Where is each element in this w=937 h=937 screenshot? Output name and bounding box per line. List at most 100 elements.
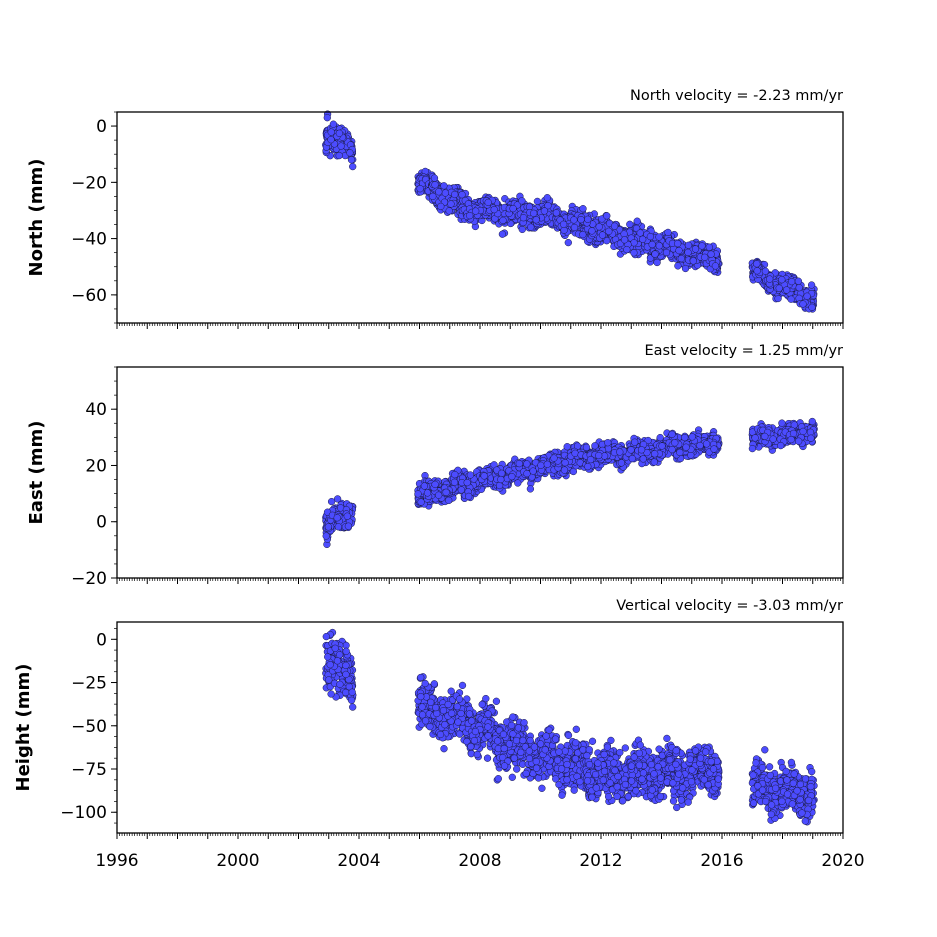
data-point bbox=[604, 439, 612, 447]
data-point bbox=[598, 231, 607, 239]
data-point bbox=[437, 202, 445, 211]
data-point bbox=[451, 470, 459, 479]
data-point bbox=[787, 295, 795, 303]
data-point bbox=[753, 267, 761, 275]
data-point bbox=[445, 496, 453, 505]
data-point bbox=[684, 248, 692, 257]
y-tick-label: 0 bbox=[96, 117, 107, 137]
x-ticks bbox=[116, 323, 844, 329]
data-point bbox=[543, 194, 551, 202]
data-point bbox=[808, 303, 816, 311]
data-point bbox=[655, 242, 663, 250]
data-point bbox=[577, 215, 585, 224]
data-point bbox=[518, 225, 526, 234]
data-point bbox=[324, 523, 333, 531]
data-point bbox=[705, 243, 713, 251]
data-point bbox=[653, 258, 661, 267]
data-point bbox=[337, 142, 345, 150]
data-point bbox=[466, 471, 475, 479]
data-point bbox=[532, 216, 540, 224]
data-point bbox=[442, 488, 450, 496]
data-point bbox=[497, 475, 505, 484]
data-point bbox=[753, 260, 761, 268]
data-point bbox=[451, 190, 459, 199]
data-point bbox=[698, 242, 706, 250]
data-point bbox=[778, 276, 786, 284]
data-point bbox=[571, 449, 579, 457]
data-point bbox=[651, 250, 659, 258]
y-tick-label: −20 bbox=[71, 173, 107, 193]
data-point bbox=[429, 192, 437, 201]
data-point bbox=[465, 492, 473, 501]
data-point bbox=[550, 454, 558, 462]
velocity-label: North velocity = -2.23 mm/yr bbox=[630, 88, 843, 104]
data-point bbox=[333, 495, 342, 503]
data-point bbox=[441, 189, 449, 197]
data-point bbox=[480, 472, 488, 480]
data-point bbox=[344, 522, 353, 530]
data-point bbox=[466, 211, 474, 220]
data-point bbox=[620, 236, 629, 244]
data-point bbox=[435, 188, 443, 196]
data-point bbox=[430, 174, 439, 182]
data-point bbox=[807, 281, 816, 289]
data-point bbox=[630, 249, 638, 257]
data-point bbox=[603, 212, 611, 220]
data-point bbox=[519, 214, 528, 222]
data-point bbox=[484, 198, 492, 207]
data-point bbox=[423, 489, 432, 497]
panel-1: 0 −20 −40 −60 North velocity = -2.23 mm/yr No… bbox=[26, 88, 844, 329]
data-point bbox=[529, 467, 537, 475]
data-point bbox=[775, 284, 783, 292]
data-point bbox=[417, 498, 425, 506]
data-point bbox=[327, 136, 335, 144]
data-point bbox=[662, 248, 671, 257]
data-point bbox=[559, 220, 568, 228]
data-point bbox=[674, 262, 682, 270]
data-point bbox=[490, 205, 498, 214]
data-point bbox=[327, 128, 335, 136]
data-points bbox=[322, 417, 818, 549]
data-point bbox=[675, 246, 683, 255]
data-point bbox=[416, 185, 424, 193]
data-point bbox=[788, 277, 796, 286]
data-point bbox=[329, 120, 338, 128]
data-point bbox=[435, 491, 443, 499]
data-point bbox=[515, 459, 523, 468]
data-point bbox=[347, 156, 356, 164]
data-point bbox=[530, 209, 538, 217]
data-point bbox=[588, 227, 596, 235]
data-point bbox=[691, 245, 700, 253]
data-point bbox=[420, 482, 429, 490]
y-tick-label: −40 bbox=[71, 230, 107, 250]
data-point bbox=[648, 240, 656, 249]
data-point bbox=[681, 264, 690, 273]
data-point bbox=[766, 275, 774, 283]
data-point bbox=[333, 514, 341, 522]
data-point bbox=[431, 181, 439, 189]
data-point bbox=[646, 232, 655, 241]
data-point bbox=[540, 207, 549, 215]
data-point bbox=[514, 479, 522, 487]
data-point bbox=[674, 239, 682, 248]
y-axis-label: North (mm) bbox=[26, 159, 47, 277]
data-point bbox=[498, 469, 506, 477]
data-point bbox=[803, 292, 811, 300]
data-point bbox=[639, 235, 647, 243]
data-point bbox=[799, 300, 807, 308]
data-point bbox=[630, 239, 638, 247]
data-point bbox=[431, 480, 439, 489]
data-point bbox=[570, 216, 578, 224]
data-point bbox=[664, 228, 672, 237]
data-point bbox=[523, 460, 531, 468]
data-point bbox=[537, 461, 545, 469]
data-point bbox=[579, 205, 587, 213]
data-point bbox=[579, 230, 587, 239]
data-point bbox=[656, 433, 664, 442]
data-point bbox=[689, 257, 697, 265]
y-tick-label: −60 bbox=[71, 286, 107, 306]
data-point bbox=[343, 512, 351, 520]
data-point bbox=[563, 443, 571, 451]
data-point bbox=[498, 230, 507, 238]
